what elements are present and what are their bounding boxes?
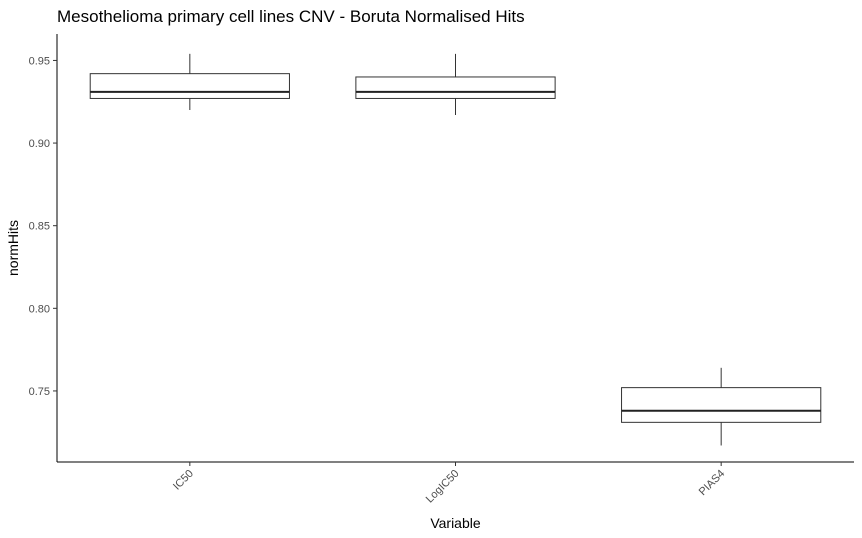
x-axis-title: Variable xyxy=(430,515,481,531)
box-iqr xyxy=(355,76,556,99)
x-tick-label: LogIC50 xyxy=(424,468,462,506)
y-tick-label: 0.85 xyxy=(29,221,50,233)
boxes-layer xyxy=(89,53,822,446)
y-tick-label: 0.90 xyxy=(29,138,50,150)
box-iqr xyxy=(621,387,822,423)
box-iqr xyxy=(89,73,290,99)
x-tick-label: PIAS4 xyxy=(697,468,728,499)
y-tick-label: 0.95 xyxy=(29,55,50,67)
chart-title: Mesothelioma primary cell lines CNV - Bo… xyxy=(57,7,525,26)
y-ticks-layer: 0.75 0.80 0.85 0.90 0.95 xyxy=(29,55,57,398)
y-tick-label: 0.75 xyxy=(29,386,50,398)
x-ticks-layer: IC50 LogIC50 PIAS4 xyxy=(171,462,727,506)
box-logic50 xyxy=(355,53,556,115)
y-tick-label: 0.80 xyxy=(29,303,50,315)
y-axis-title: normHits xyxy=(5,220,21,276)
x-tick-label: IC50 xyxy=(171,468,196,493)
box-ic50 xyxy=(89,53,290,111)
box-pias4 xyxy=(621,367,822,446)
